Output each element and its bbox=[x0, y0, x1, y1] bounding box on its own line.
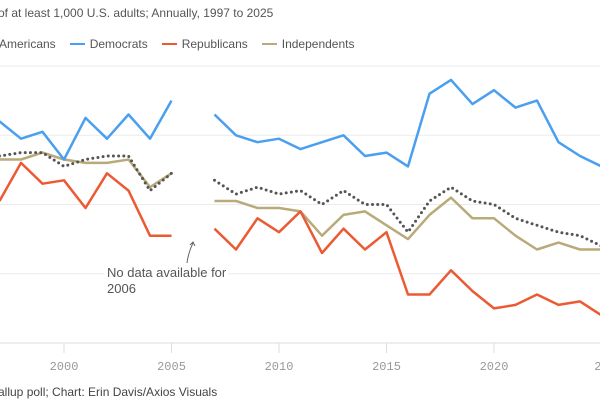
legend-label: Independents bbox=[281, 37, 355, 51]
legend-label: Americans bbox=[0, 37, 56, 51]
gridlines bbox=[0, 65, 600, 344]
legend: Americans Democrats Republicans Independ… bbox=[0, 37, 368, 51]
legend-item-americans: Americans bbox=[0, 37, 56, 51]
x-tick-label: 2000 bbox=[50, 360, 79, 374]
annotation-text-line2: 2006 bbox=[107, 281, 136, 296]
annotation-arrowhead bbox=[189, 241, 196, 247]
series-line-democrats bbox=[0, 99, 173, 161]
series-line-independents bbox=[214, 196, 600, 251]
source-credit: allup poll; Chart: Erin Davis/Axios Visu… bbox=[0, 385, 218, 399]
x-axis: 2000200520102015202020 bbox=[50, 343, 600, 374]
series-line-democrats bbox=[213, 78, 600, 168]
annotation: No data available for 2006 bbox=[104, 241, 228, 296]
annotation-arrow bbox=[186, 242, 194, 264]
x-tick-label: 20 bbox=[594, 360, 600, 374]
x-tick-label: 2005 bbox=[157, 360, 186, 374]
legend-item-republicans: Republicans bbox=[161, 37, 248, 51]
series-line-republicans bbox=[0, 161, 172, 237]
chart-subtitle: of at least 1,000 U.S. adults; Annually,… bbox=[0, 6, 274, 20]
legend-label: Republicans bbox=[181, 37, 248, 51]
x-tick-label: 2015 bbox=[372, 360, 401, 374]
legend-item-independents: Independents bbox=[261, 37, 355, 51]
annotation-text-line1: No data available for bbox=[107, 265, 227, 280]
legend-swatch bbox=[161, 42, 177, 46]
x-tick-label: 2020 bbox=[480, 360, 509, 374]
legend-item-democrats: Democrats bbox=[69, 37, 148, 51]
legend-swatch bbox=[69, 42, 85, 46]
legend-swatch bbox=[261, 42, 277, 46]
series-line-americans bbox=[0, 151, 173, 193]
series-lines bbox=[0, 78, 600, 316]
legend-label: Democrats bbox=[89, 37, 148, 51]
series-line-americans bbox=[213, 178, 600, 248]
x-tick-label: 2010 bbox=[265, 360, 294, 374]
